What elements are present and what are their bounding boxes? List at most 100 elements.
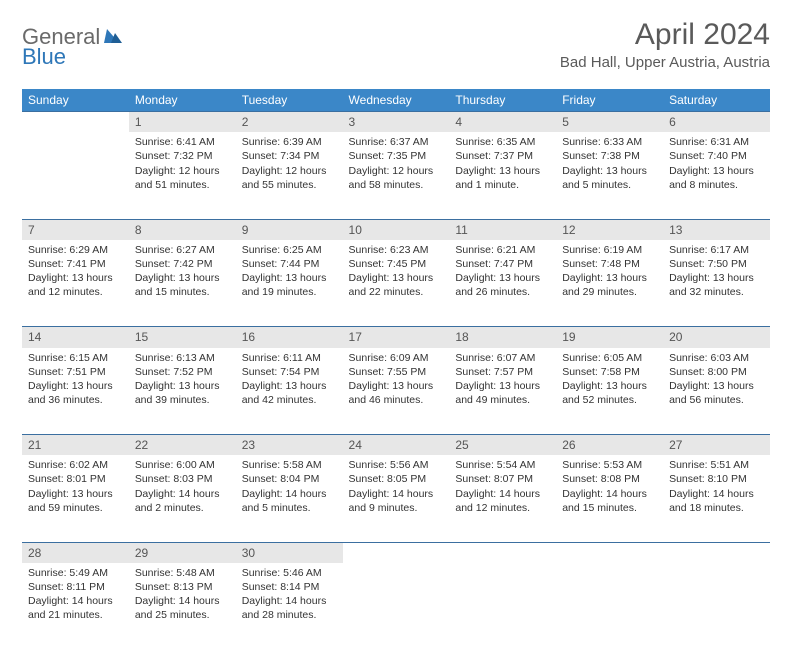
day-cell: Sunrise: 5:54 AMSunset: 8:07 PMDaylight:… — [449, 455, 556, 542]
day-cell: Sunrise: 6:21 AMSunset: 7:47 PMDaylight:… — [449, 240, 556, 327]
sunset-line: Sunset: 8:14 PM — [242, 580, 337, 594]
day-cell: Sunrise: 6:15 AMSunset: 7:51 PMDaylight:… — [22, 348, 129, 435]
day-number-cell: 17 — [343, 327, 450, 348]
calendar-table: SundayMondayTuesdayWednesdayThursdayFrid… — [22, 89, 770, 650]
day-cell-body: Sunrise: 6:15 AMSunset: 7:51 PMDaylight:… — [22, 348, 129, 414]
sunrise-line: Sunrise: 6:41 AM — [135, 135, 230, 149]
daylight-line: Daylight: 13 hours and 19 minutes. — [242, 271, 337, 299]
sunrise-line: Sunrise: 6:05 AM — [562, 351, 657, 365]
day-content-row: Sunrise: 6:41 AMSunset: 7:32 PMDaylight:… — [22, 132, 770, 219]
daylight-line: Daylight: 14 hours and 12 minutes. — [455, 487, 550, 515]
weekday-header: Wednesday — [343, 89, 450, 112]
day-number-cell: 20 — [663, 327, 770, 348]
day-number-cell: 22 — [129, 435, 236, 456]
day-cell-body: Sunrise: 6:09 AMSunset: 7:55 PMDaylight:… — [343, 348, 450, 414]
sunset-line: Sunset: 7:35 PM — [349, 149, 444, 163]
day-number-cell: 14 — [22, 327, 129, 348]
sunrise-line: Sunrise: 6:11 AM — [242, 351, 337, 365]
day-number-cell: 6 — [663, 112, 770, 133]
day-cell-body: Sunrise: 5:49 AMSunset: 8:11 PMDaylight:… — [22, 563, 129, 629]
sunset-line: Sunset: 7:58 PM — [562, 365, 657, 379]
daylight-line: Daylight: 14 hours and 18 minutes. — [669, 487, 764, 515]
logo-triangle-icon — [104, 27, 122, 48]
day-cell: Sunrise: 6:37 AMSunset: 7:35 PMDaylight:… — [343, 132, 450, 219]
day-cell: Sunrise: 6:35 AMSunset: 7:37 PMDaylight:… — [449, 132, 556, 219]
daylight-line: Daylight: 14 hours and 2 minutes. — [135, 487, 230, 515]
day-cell: Sunrise: 5:56 AMSunset: 8:05 PMDaylight:… — [343, 455, 450, 542]
day-number-cell: 1 — [129, 112, 236, 133]
sunset-line: Sunset: 7:45 PM — [349, 257, 444, 271]
sunrise-line: Sunrise: 6:39 AM — [242, 135, 337, 149]
sunset-line: Sunset: 7:47 PM — [455, 257, 550, 271]
sunrise-line: Sunrise: 5:48 AM — [135, 566, 230, 580]
sunrise-line: Sunrise: 6:13 AM — [135, 351, 230, 365]
weekday-header: Saturday — [663, 89, 770, 112]
day-cell-body: Sunrise: 5:54 AMSunset: 8:07 PMDaylight:… — [449, 455, 556, 521]
weekday-header-row: SundayMondayTuesdayWednesdayThursdayFrid… — [22, 89, 770, 112]
sunrise-line: Sunrise: 6:35 AM — [455, 135, 550, 149]
day-number-cell: 16 — [236, 327, 343, 348]
sunrise-line: Sunrise: 6:25 AM — [242, 243, 337, 257]
logo-line2: Blue — [22, 44, 66, 70]
daylight-line: Daylight: 14 hours and 9 minutes. — [349, 487, 444, 515]
day-cell: Sunrise: 6:29 AMSunset: 7:41 PMDaylight:… — [22, 240, 129, 327]
daylight-line: Daylight: 13 hours and 36 minutes. — [28, 379, 123, 407]
page-header: General April 2024 Bad Hall, Upper Austr… — [22, 18, 770, 71]
day-number-cell: 19 — [556, 327, 663, 348]
day-number-cell: 9 — [236, 219, 343, 240]
sunrise-line: Sunrise: 6:29 AM — [28, 243, 123, 257]
day-cell: Sunrise: 6:02 AMSunset: 8:01 PMDaylight:… — [22, 455, 129, 542]
day-number-row: 21222324252627 — [22, 435, 770, 456]
day-cell-body: Sunrise: 6:23 AMSunset: 7:45 PMDaylight:… — [343, 240, 450, 306]
daylight-line: Daylight: 14 hours and 28 minutes. — [242, 594, 337, 622]
day-cell-body: Sunrise: 6:03 AMSunset: 8:00 PMDaylight:… — [663, 348, 770, 414]
day-content-row: Sunrise: 6:15 AMSunset: 7:51 PMDaylight:… — [22, 348, 770, 435]
day-number-cell-empty — [663, 542, 770, 563]
sunrise-line: Sunrise: 6:27 AM — [135, 243, 230, 257]
day-cell: Sunrise: 5:48 AMSunset: 8:13 PMDaylight:… — [129, 563, 236, 650]
daylight-line: Daylight: 13 hours and 22 minutes. — [349, 271, 444, 299]
sunrise-line: Sunrise: 6:23 AM — [349, 243, 444, 257]
day-cell: Sunrise: 6:39 AMSunset: 7:34 PMDaylight:… — [236, 132, 343, 219]
day-number-cell-empty — [449, 542, 556, 563]
day-number-cell: 10 — [343, 219, 450, 240]
day-cell: Sunrise: 6:07 AMSunset: 7:57 PMDaylight:… — [449, 348, 556, 435]
day-number-row: 78910111213 — [22, 219, 770, 240]
sunset-line: Sunset: 8:05 PM — [349, 472, 444, 486]
day-number-cell-empty — [556, 542, 663, 563]
day-cell-body: Sunrise: 6:13 AMSunset: 7:52 PMDaylight:… — [129, 348, 236, 414]
month-title: April 2024 — [560, 18, 770, 52]
day-cell: Sunrise: 6:23 AMSunset: 7:45 PMDaylight:… — [343, 240, 450, 327]
daylight-line: Daylight: 13 hours and 49 minutes. — [455, 379, 550, 407]
calendar-body: 123456Sunrise: 6:41 AMSunset: 7:32 PMDay… — [22, 112, 770, 650]
day-number-cell-empty — [22, 112, 129, 133]
day-number-row: 282930 — [22, 542, 770, 563]
sunset-line: Sunset: 7:48 PM — [562, 257, 657, 271]
day-cell-body: Sunrise: 6:37 AMSunset: 7:35 PMDaylight:… — [343, 132, 450, 198]
sunset-line: Sunset: 7:54 PM — [242, 365, 337, 379]
sunset-line: Sunset: 7:55 PM — [349, 365, 444, 379]
sunset-line: Sunset: 8:04 PM — [242, 472, 337, 486]
day-cell: Sunrise: 6:05 AMSunset: 7:58 PMDaylight:… — [556, 348, 663, 435]
day-cell-body: Sunrise: 5:58 AMSunset: 8:04 PMDaylight:… — [236, 455, 343, 521]
daylight-line: Daylight: 13 hours and 46 minutes. — [349, 379, 444, 407]
sunrise-line: Sunrise: 6:17 AM — [669, 243, 764, 257]
sunset-line: Sunset: 8:10 PM — [669, 472, 764, 486]
sunset-line: Sunset: 8:00 PM — [669, 365, 764, 379]
sunset-line: Sunset: 7:52 PM — [135, 365, 230, 379]
sunset-line: Sunset: 7:44 PM — [242, 257, 337, 271]
sunrise-line: Sunrise: 6:02 AM — [28, 458, 123, 472]
day-cell-body: Sunrise: 6:31 AMSunset: 7:40 PMDaylight:… — [663, 132, 770, 198]
daylight-line: Daylight: 14 hours and 25 minutes. — [135, 594, 230, 622]
day-cell: Sunrise: 5:58 AMSunset: 8:04 PMDaylight:… — [236, 455, 343, 542]
weekday-header: Monday — [129, 89, 236, 112]
day-cell: Sunrise: 5:53 AMSunset: 8:08 PMDaylight:… — [556, 455, 663, 542]
daylight-line: Daylight: 13 hours and 32 minutes. — [669, 271, 764, 299]
day-cell: Sunrise: 5:49 AMSunset: 8:11 PMDaylight:… — [22, 563, 129, 650]
day-cell-body: Sunrise: 6:27 AMSunset: 7:42 PMDaylight:… — [129, 240, 236, 306]
sunrise-line: Sunrise: 5:46 AM — [242, 566, 337, 580]
day-number-cell: 24 — [343, 435, 450, 456]
day-cell-body: Sunrise: 6:02 AMSunset: 8:01 PMDaylight:… — [22, 455, 129, 521]
day-cell: Sunrise: 6:11 AMSunset: 7:54 PMDaylight:… — [236, 348, 343, 435]
daylight-line: Daylight: 14 hours and 15 minutes. — [562, 487, 657, 515]
